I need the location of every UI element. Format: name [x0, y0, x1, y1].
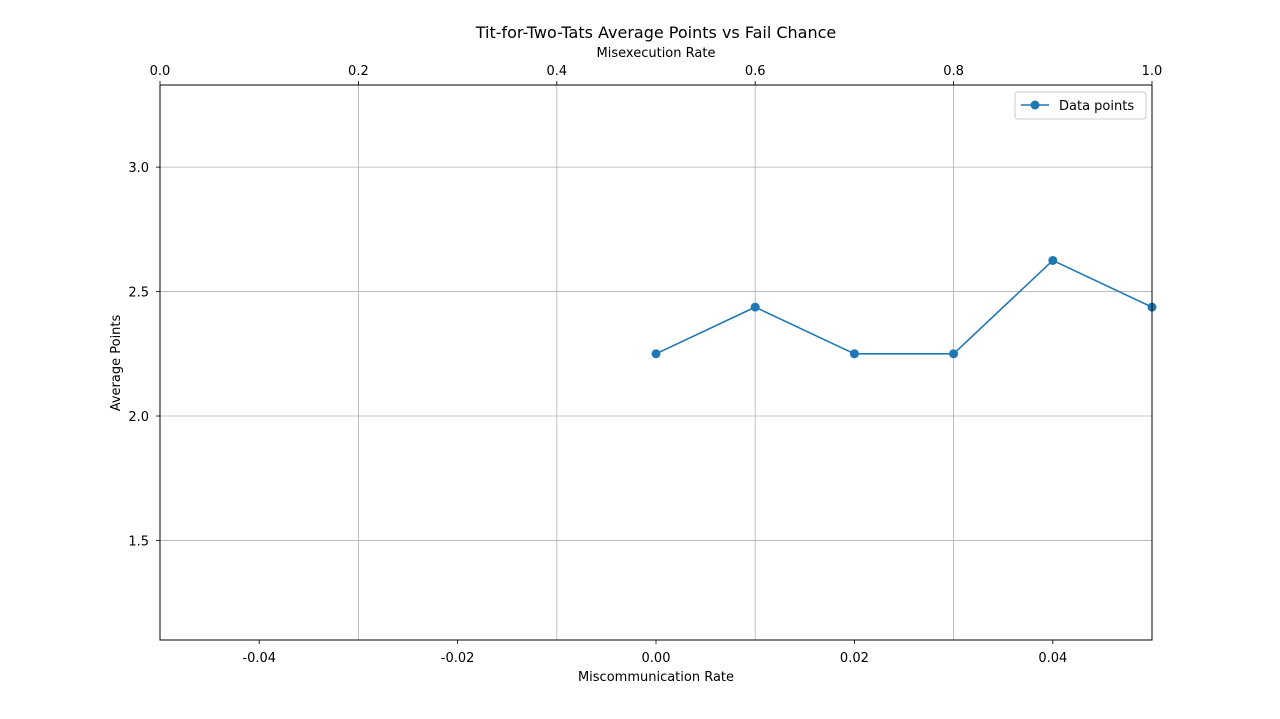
- legend-marker: [1030, 100, 1040, 110]
- top-x-tick-label: 0.8: [943, 64, 964, 79]
- chart-title: Tit-for-Two-Tats Average Points vs Fail …: [475, 23, 837, 42]
- x-axis-label: Miscommunication Rate: [578, 670, 734, 685]
- y-tick-label: 1.5: [128, 534, 149, 549]
- legend-box: [1014, 91, 1147, 120]
- data-point: [1048, 255, 1058, 265]
- x-tick-label: 0.00: [642, 651, 671, 666]
- series-layer: [651, 255, 1157, 359]
- legend-label: Data points: [1059, 99, 1134, 114]
- top-x-tick-label: 0.6: [745, 64, 766, 79]
- data-point: [849, 349, 859, 359]
- top-x-tick-label: 0.0: [150, 64, 171, 79]
- y-axis-label: Average Points: [109, 314, 124, 411]
- legend: Data points: [1014, 91, 1147, 120]
- x-tick-label: 0.04: [1038, 651, 1067, 666]
- data-point: [750, 302, 760, 312]
- x-tick-label: 0.02: [840, 651, 869, 666]
- y-axis-ticks: 1.5 2.0 2.5 3.0: [128, 161, 160, 549]
- y-tick-label: 3.0: [128, 161, 149, 176]
- y-tick-label: 2.0: [128, 410, 149, 425]
- top-x-axis-ticks: 0.0 0.2 0.4 0.6 0.8 1.0: [150, 64, 1163, 85]
- data-point: [949, 349, 959, 359]
- grid: [159, 85, 1153, 640]
- data-point: [651, 349, 661, 359]
- top-x-tick-label: 0.4: [546, 64, 567, 79]
- series-line: [655, 259, 1153, 355]
- y-tick-label: 2.5: [128, 286, 149, 301]
- x-axis-ticks: -0.04 -0.02 0.00 0.02 0.04: [242, 640, 1067, 666]
- x-tick-label: -0.02: [441, 651, 475, 666]
- top-x-tick-label: 1.0: [1142, 64, 1163, 79]
- top-x-tick-label: 0.2: [348, 64, 369, 79]
- x-tick-label: -0.04: [242, 651, 276, 666]
- top-x-axis-label: Misexecution Rate: [597, 46, 716, 61]
